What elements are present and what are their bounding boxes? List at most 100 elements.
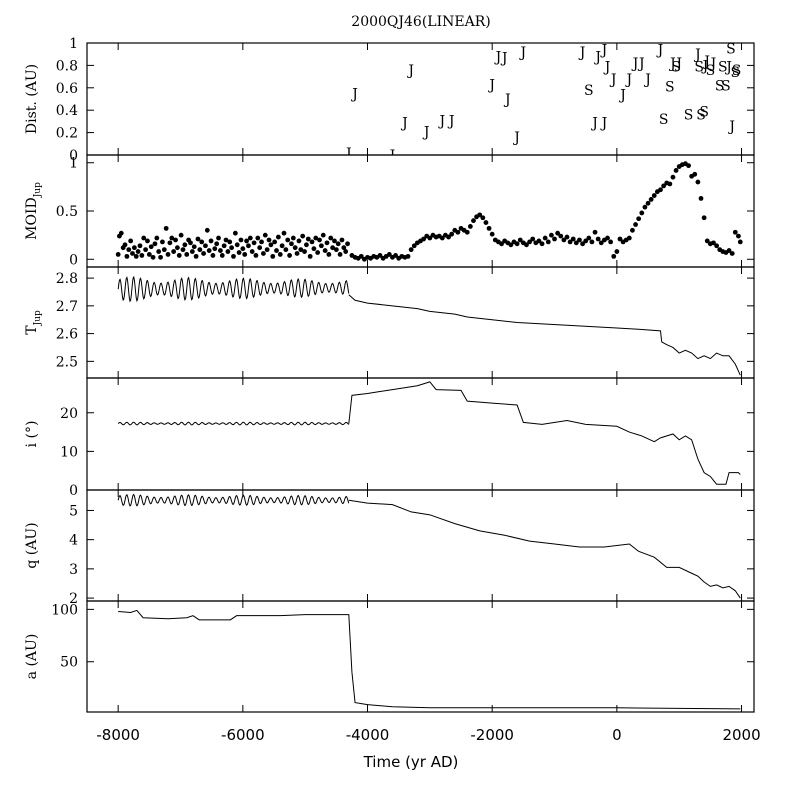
encounter-marker: S: [694, 60, 704, 76]
data-point: [729, 251, 735, 256]
data-point: [160, 239, 165, 245]
data-point: [405, 253, 411, 259]
panel-frame: [86, 154, 755, 268]
encounter-marker: S: [699, 104, 709, 120]
data-point: [249, 249, 255, 254]
data-point: [158, 254, 163, 260]
data-point: [176, 253, 182, 258]
data-point: [128, 238, 134, 244]
y-tick-label: 0: [69, 252, 78, 268]
data-point: [229, 245, 235, 251]
y-tick-label: 0.5: [56, 204, 78, 220]
data-point: [281, 230, 287, 236]
series-line: [348, 381, 741, 485]
data-point: [673, 168, 679, 173]
data-point: [266, 237, 272, 243]
series-line: [117, 421, 350, 426]
panel-frame: [86, 600, 755, 713]
data-point: [294, 251, 300, 256]
data-point: [279, 243, 285, 249]
y-tick-label: 0.6: [56, 81, 78, 97]
y-tick-label: 2.8: [56, 271, 78, 287]
data-point: [214, 241, 220, 247]
data-point: [139, 253, 145, 258]
data-point: [124, 253, 130, 259]
data-point: [236, 250, 242, 255]
data-point: [180, 247, 186, 253]
data-point: [648, 197, 654, 202]
data-point: [221, 243, 227, 249]
data-point: [567, 239, 573, 245]
data-point: [240, 246, 246, 252]
series-q: [117, 493, 741, 599]
encounter-marker: S: [721, 79, 731, 95]
data-point: [322, 248, 328, 253]
series-line: [118, 609, 741, 710]
data-point: [171, 249, 177, 254]
y-tick-label: 2.5: [56, 354, 78, 370]
data-point: [141, 235, 147, 241]
encounter-marker: J: [693, 47, 701, 63]
data-point: [277, 252, 283, 257]
data-point: [137, 243, 143, 249]
data-point: [210, 253, 216, 258]
data-point: [377, 253, 383, 258]
series-line: [117, 493, 350, 507]
data-point: [642, 204, 648, 210]
data-point: [182, 242, 188, 248]
data-point: [219, 253, 225, 258]
data-point: [189, 249, 195, 254]
data-point: [330, 245, 336, 251]
data-point: [232, 230, 238, 236]
y-tick-label: 4: [69, 533, 78, 549]
data-point: [126, 247, 132, 253]
panel-q: 2 3 4 5 q (AU): [24, 489, 755, 607]
data-point: [633, 222, 638, 227]
data-point: [199, 239, 205, 245]
data-point: [626, 235, 632, 241]
data-point: [558, 233, 564, 239]
data-point: [227, 239, 233, 245]
data-point: [307, 253, 313, 259]
encounter-marker: J: [668, 56, 676, 72]
data-point: [161, 247, 167, 253]
x-tick-label: 0: [612, 726, 622, 744]
data-point: [244, 238, 249, 244]
data-point: [223, 237, 229, 243]
data-point: [133, 253, 139, 259]
data-point: [449, 231, 455, 237]
data-point: [283, 247, 289, 253]
data-point: [639, 210, 645, 216]
y-tick-label: 1: [69, 36, 78, 52]
data-point: [251, 240, 257, 246]
data-point: [736, 233, 741, 239]
data-point: [275, 234, 281, 240]
data-point: [704, 238, 710, 244]
encounter-marker: J: [643, 72, 651, 88]
encounter-marker: S: [715, 79, 725, 95]
data-point: [317, 237, 322, 243]
series-line: [348, 499, 741, 599]
encounter-marker: S: [696, 108, 706, 124]
y-tick-label: 100: [51, 602, 78, 618]
data-point: [173, 237, 178, 243]
data-point: [698, 196, 704, 201]
encounter-marker: J: [388, 148, 396, 164]
panel-frame: [86, 489, 755, 602]
data-point: [527, 239, 532, 245]
data-point: [701, 215, 707, 221]
y-tick-label: 2.7: [56, 299, 78, 315]
encounter-marker: S: [659, 112, 669, 128]
data-point: [614, 249, 620, 254]
x-tick-label: -6000: [221, 726, 265, 744]
data-point: [630, 227, 635, 233]
data-point: [539, 241, 545, 247]
data-point: [216, 235, 221, 241]
data-point: [259, 239, 264, 245]
data-point: [305, 236, 311, 242]
data-point: [358, 253, 364, 259]
data-point: [508, 242, 514, 248]
